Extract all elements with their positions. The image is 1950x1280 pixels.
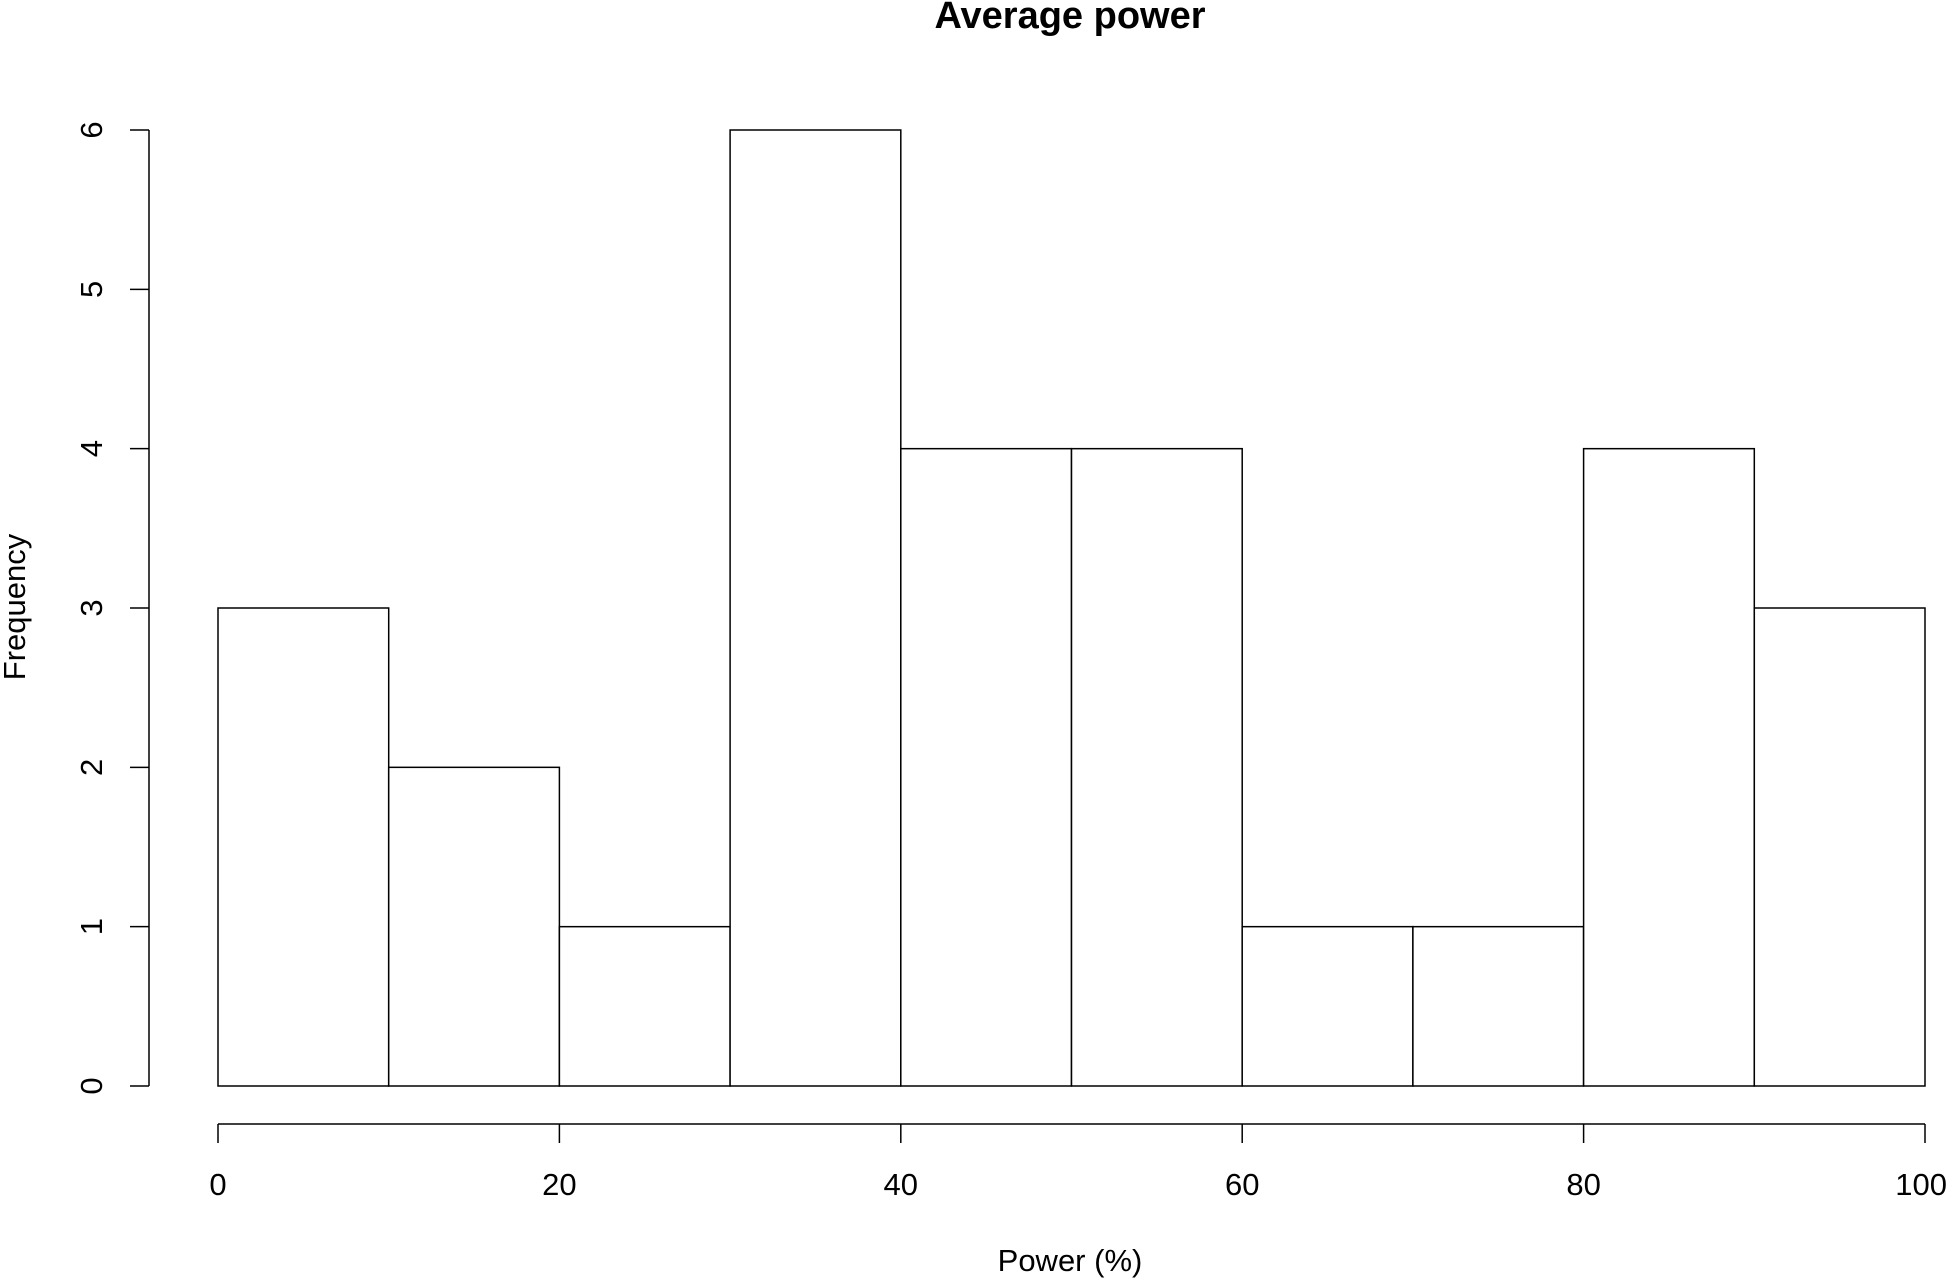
histogram-bar-6 [1241, 925, 1414, 1087]
x-tick-label-0: 0 [209, 1167, 226, 1202]
x-axis-title: Power (%) [998, 1243, 1143, 1278]
x-tick-label-3: 60 [1225, 1167, 1259, 1202]
chart-title: Average power [934, 0, 1205, 37]
x-tick-label-2: 40 [884, 1167, 918, 1202]
y-tick-label-5: 5 [74, 281, 109, 298]
x-tick-label-4: 80 [1566, 1167, 1600, 1202]
bars-group [217, 129, 1926, 1087]
histogram-bar-2 [558, 925, 731, 1087]
histogram-bar-4 [900, 447, 1073, 1087]
x-tick-label-5: 100 [1895, 1167, 1947, 1202]
y-tick-label-4: 4 [74, 440, 109, 457]
x-tick-label-1: 20 [542, 1167, 576, 1202]
histogram-bar-5 [1070, 447, 1243, 1087]
y-tick-label-3: 3 [74, 599, 109, 616]
y-tick-label-1: 1 [74, 918, 109, 935]
y-tick-label-2: 2 [74, 759, 109, 776]
histogram-bar-7 [1412, 925, 1585, 1087]
y-tick-label-0: 0 [74, 1077, 109, 1094]
histogram-bar-1 [387, 766, 561, 1087]
histogram-bar-9 [1753, 607, 1926, 1087]
x-axis: 0 20 40 60 80 100 [209, 1123, 1947, 1202]
histogram-bar-0 [217, 607, 390, 1087]
histogram-bar-3 [729, 129, 902, 1087]
y-axis: 0 1 2 3 4 5 6 [74, 121, 150, 1095]
y-tick-label-6: 6 [74, 121, 109, 138]
histogram-bar-8 [1582, 447, 1756, 1087]
y-axis-title: Frequency [0, 533, 32, 680]
